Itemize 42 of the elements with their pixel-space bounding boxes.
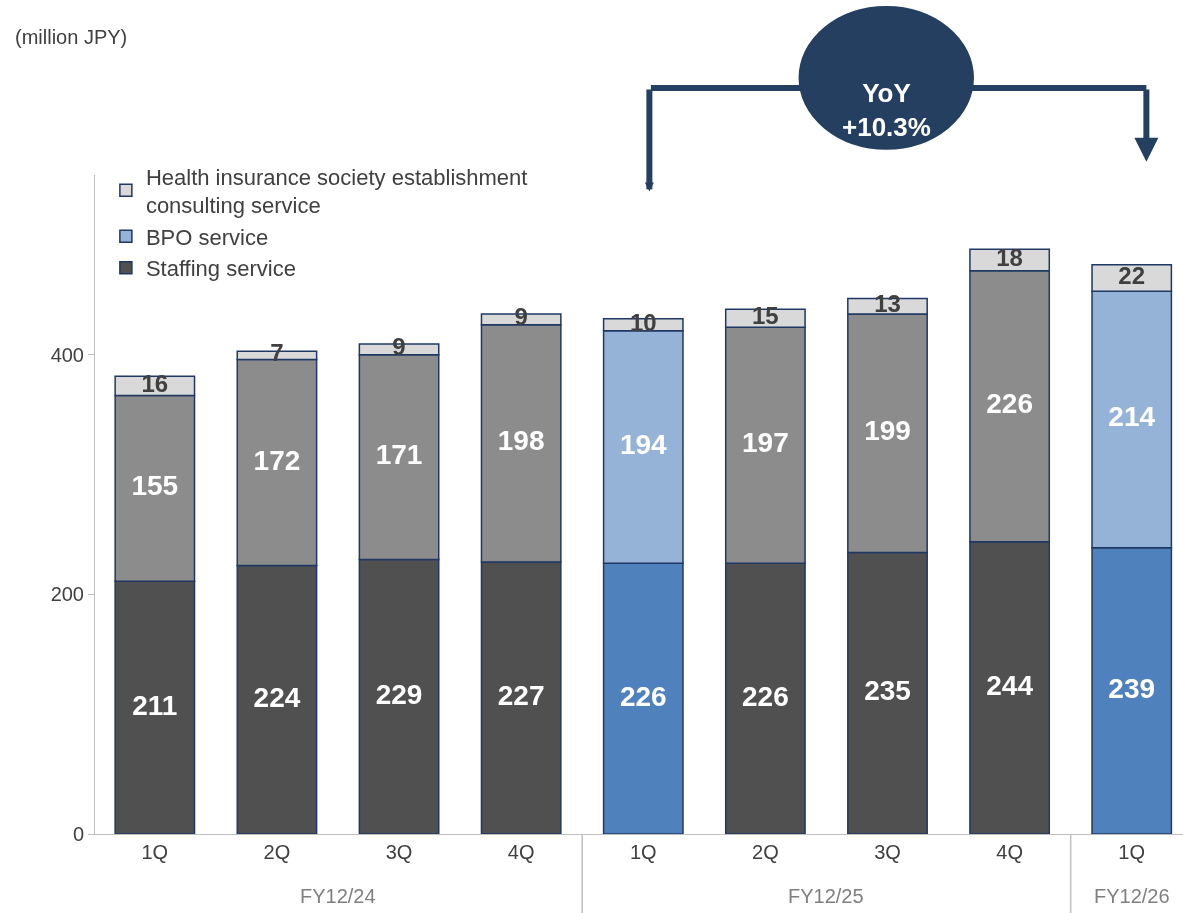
x-tick-label: 1Q <box>629 841 657 863</box>
text: (million JPY) <box>15 26 128 48</box>
legend-label: Staffing service <box>145 256 296 282</box>
x-tick-label: 3Q <box>874 841 901 863</box>
data-label: 155 <box>131 470 179 502</box>
y-tick-label: 400 <box>50 343 84 366</box>
y-tick-label: 0 <box>72 823 84 845</box>
data-label: 226 <box>986 388 1033 420</box>
text: FY12/24 <box>300 885 376 907</box>
data-label: 226 <box>742 680 789 712</box>
data-label: 22 <box>1118 262 1146 290</box>
data-label: 226 <box>619 680 667 712</box>
data-label: 198 <box>497 425 545 457</box>
legend-label: BPO service <box>145 224 269 250</box>
data-label: 199 <box>864 415 911 447</box>
y-tick-label: 200 <box>50 583 84 606</box>
data-label: 244 <box>986 669 1034 701</box>
text: FY12/26 <box>1094 885 1170 907</box>
x-tick-label: 4Q <box>507 841 535 863</box>
data-label: 214 <box>1108 401 1156 433</box>
data-label: 239 <box>1108 672 1156 704</box>
data-label: 171 <box>375 439 423 471</box>
data-label: 16 <box>141 369 169 397</box>
x-tick-label: 4Q <box>996 841 1023 863</box>
x-tick-label: 1Q <box>1118 841 1146 863</box>
data-label: 18 <box>996 244 1023 272</box>
x-tick-label: 1Q <box>141 841 169 863</box>
data-label: 229 <box>375 678 423 710</box>
data-label: 197 <box>742 427 789 459</box>
data-label: 194 <box>619 428 668 460</box>
data-label: 211 <box>132 689 178 721</box>
data-label: 224 <box>253 681 301 713</box>
text: FY12/25 <box>788 885 864 907</box>
data-label: 15 <box>752 302 779 330</box>
data-label: 227 <box>497 680 545 712</box>
text: YoY +10.3% <box>842 78 931 142</box>
data-label: 235 <box>864 675 911 707</box>
x-tick-label: 2Q <box>263 841 291 863</box>
data-label: 172 <box>253 444 301 476</box>
x-tick-label: 3Q <box>385 841 413 863</box>
x-tick-label: 2Q <box>752 841 779 863</box>
legend-label: Health insurance society establishment consulting service <box>145 164 528 219</box>
